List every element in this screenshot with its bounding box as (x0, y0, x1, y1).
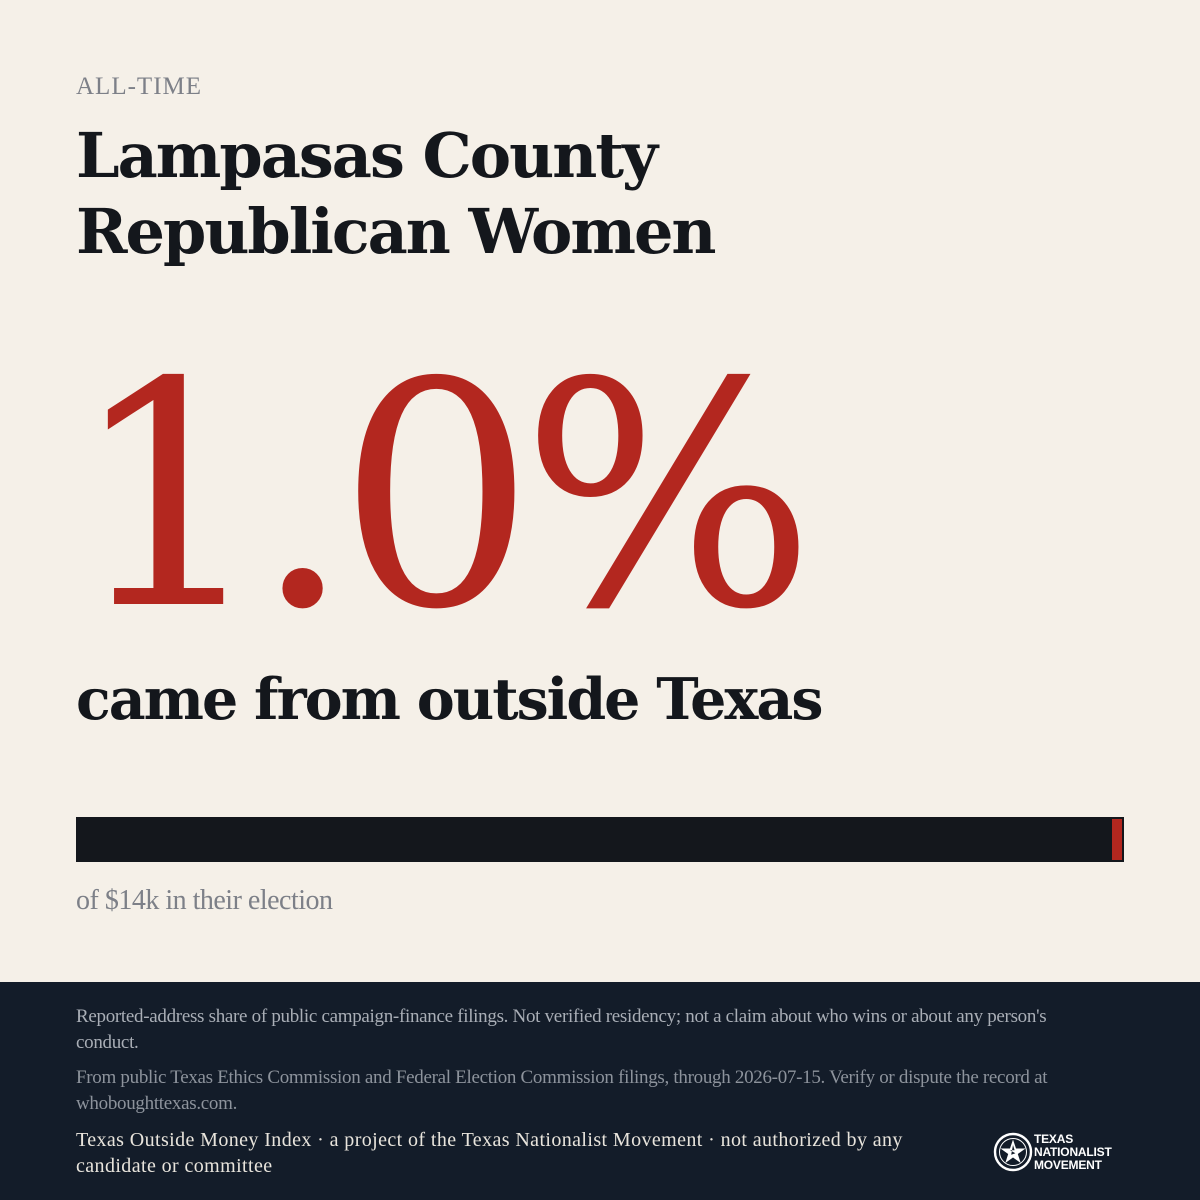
tnm-logo: TEXAS NATIONALIST MOVEMENT (993, 1132, 1128, 1174)
disclaimer-text: Reported-address share of public campaig… (76, 1006, 1047, 1053)
project-credit: Texas Outside Money Index · a project of… (76, 1129, 903, 1177)
share-bar-fill (1111, 819, 1122, 860)
source-text: From public Texas Ethics Commission and … (76, 1067, 1048, 1114)
committee-title: Lampasas County Republican Women (76, 119, 717, 268)
logo-line-2: NATIONALIST (1034, 1145, 1112, 1159)
time-range-label: ALL-TIME (76, 73, 203, 100)
bar-note: of $14k in their election (76, 885, 333, 916)
share-bar (76, 817, 1124, 862)
logo-line-3: MOVEMENT (1034, 1158, 1102, 1172)
stat-caption: came from outside Texas (76, 666, 823, 733)
outside-share-percent: 1.0% (70, 317, 816, 678)
logo-line-1: TEXAS (1034, 1132, 1074, 1146)
tnm-star-seal-icon (993, 1132, 1033, 1172)
